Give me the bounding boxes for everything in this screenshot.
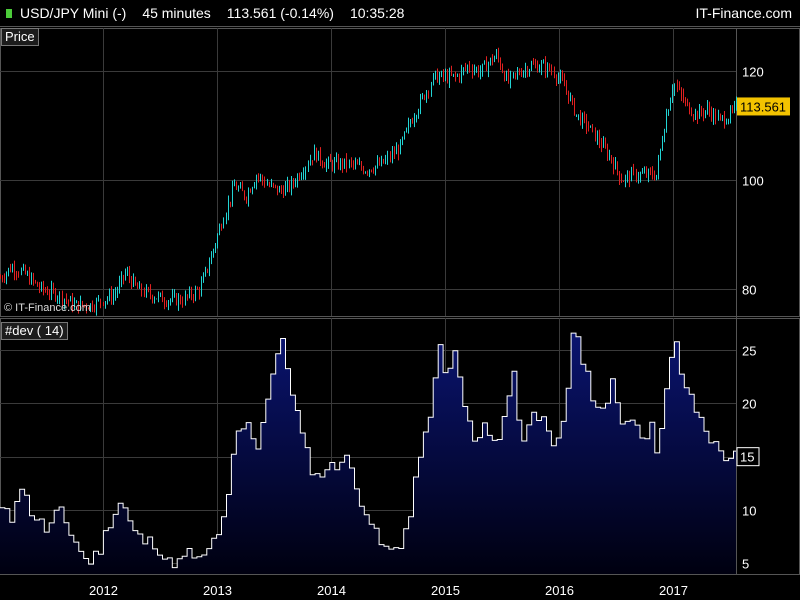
quote: 113.561 (-0.14%) — [226, 5, 334, 21]
symbol-name[interactable]: USD/JPY Mini (-) — [20, 5, 127, 21]
price-panel-label: Price — [1, 28, 39, 46]
dev-y-tick-label: 25 — [742, 344, 756, 359]
axes: 2012 2013 2014 2015 2016 2017 80 100 120 5 10 15 20 2… — [89, 65, 790, 598]
title-bar: USD/JPY Mini (-) 45 minutes 113.561 (-0.… — [0, 0, 800, 27]
dev-area — [0, 333, 736, 574]
x-tick-label: 2015 — [431, 583, 460, 598]
last-price-badge — [737, 97, 790, 116]
x-tick-label: 2013 — [203, 583, 232, 598]
last-price-text: 113.561 — [740, 99, 786, 114]
dev-line — [0, 332, 736, 569]
dev-y-tick-label: 20 — [742, 397, 756, 412]
timeframe[interactable]: 45 minutes — [142, 5, 211, 21]
x-tick-label: 2014 — [317, 583, 346, 598]
last-dev-text: 15 — [740, 450, 754, 465]
dev-panel-label: #dev ( 14) — [1, 322, 68, 340]
copyright-text: © IT-Finance.com — [4, 302, 91, 314]
price-y-tick-label: 120 — [742, 65, 764, 80]
price-y-tick-label: 100 — [742, 174, 764, 189]
price-series — [0, 47, 737, 316]
status-indicator-icon — [6, 8, 12, 18]
price-y-tick-label: 80 — [742, 283, 756, 298]
x-tick-label: 2016 — [545, 583, 574, 598]
brand: IT-Finance.com — [695, 5, 792, 21]
last-dev-badge — [736, 447, 760, 467]
clock: 10:35:28 — [349, 5, 405, 21]
dev-y-tick-label: 10 — [742, 504, 756, 519]
dev-y-tick-label: 5 — [742, 557, 749, 572]
x-tick-label: 2012 — [89, 583, 118, 598]
x-tick-label: 2017 — [659, 583, 688, 598]
